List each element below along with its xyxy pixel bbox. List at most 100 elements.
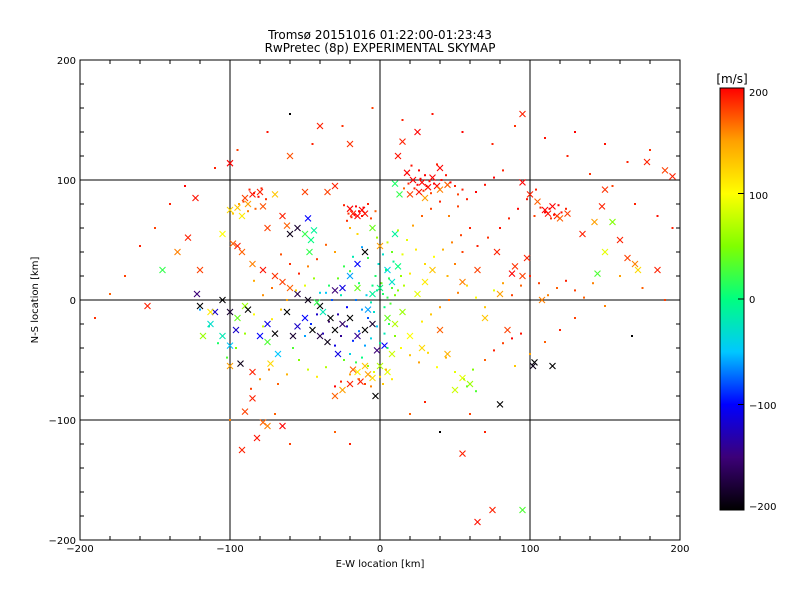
data-point-dot (493, 289, 495, 292)
data-point-cross (264, 422, 271, 430)
data-point-dot (271, 318, 273, 321)
data-point-dot (109, 293, 111, 295)
data-point-dot (236, 149, 239, 151)
data-point-dot (277, 383, 279, 385)
data-point-cross (414, 128, 421, 136)
data-point-dot (401, 119, 404, 121)
data-point-dot (364, 344, 366, 347)
x-tick-label: 100 (520, 544, 539, 555)
data-point-cross (601, 186, 609, 193)
data-point-dot (424, 263, 426, 265)
data-point-dot (436, 366, 438, 369)
data-point-cross (609, 218, 616, 226)
data-point-dot (262, 294, 264, 297)
data-point-dot (401, 253, 404, 256)
data-point-cross (294, 323, 301, 330)
data-point-cross (414, 290, 421, 298)
data-point-cross (294, 224, 301, 232)
data-point-dot (502, 169, 504, 172)
data-point-cross (271, 191, 279, 198)
data-point-cross (294, 290, 301, 298)
data-point-dot (334, 344, 336, 347)
data-point-dot (379, 375, 381, 378)
data-point-dot (226, 356, 228, 359)
data-point-dot (403, 187, 405, 190)
data-point-dot (386, 347, 389, 349)
data-point-cross (144, 302, 151, 310)
chart-title: Tromsø 20151016 01:22:00-01:23:43 (267, 28, 492, 42)
data-point-cross (339, 320, 346, 328)
data-point-dot (349, 373, 351, 376)
data-point-dot (517, 207, 519, 210)
data-point-dot (385, 269, 387, 271)
data-point-cross (534, 198, 541, 205)
data-point-cross (556, 215, 564, 222)
data-point-cross (511, 263, 519, 270)
data-point-dot (214, 167, 216, 169)
data-point-cross (361, 248, 369, 256)
data-point-cross (429, 174, 436, 181)
data-point-dot (391, 287, 393, 289)
data-point-dot (391, 251, 393, 253)
data-point-dot (493, 176, 495, 179)
data-point-dot (412, 224, 414, 227)
data-point-dot (371, 107, 374, 109)
data-point-cross (496, 290, 504, 298)
data-point-dot (265, 198, 267, 201)
colorbar-tick-label: 200 (749, 88, 768, 99)
data-point-cross (523, 254, 531, 262)
x-tick-label: −100 (216, 544, 243, 555)
data-point-dot (370, 217, 372, 220)
data-point-dot (457, 193, 459, 196)
data-point-dot (316, 375, 318, 378)
data-point-dot (433, 182, 435, 185)
data-point-dot (491, 143, 494, 145)
data-point-cross (579, 230, 586, 238)
data-point-dot (304, 335, 306, 337)
data-point-dot (544, 341, 546, 343)
data-point-cross (391, 230, 399, 238)
data-point-dot (349, 270, 351, 273)
data-point-cross (591, 218, 598, 226)
data-point-dot (487, 236, 489, 239)
data-point-cross (327, 314, 334, 322)
data-point-dot (337, 277, 339, 280)
data-point-dot (502, 282, 504, 285)
colorbar: [m/s] 200 100 0 −100 −200 (716, 72, 776, 513)
data-point-cross (301, 230, 309, 238)
data-point-dot (361, 215, 363, 217)
data-point-dot (371, 284, 374, 287)
data-point-dot (457, 291, 459, 294)
data-point-dot (460, 234, 462, 237)
data-point-dot (124, 275, 126, 277)
data-point-dot (454, 263, 456, 265)
data-point-cross (643, 158, 651, 166)
data-point-cross (538, 296, 546, 304)
data-point-dot (574, 317, 576, 319)
data-point-dot (394, 335, 396, 337)
data-point-dot (466, 284, 468, 287)
data-point-dot (392, 260, 395, 263)
data-point-dot (619, 275, 621, 277)
data-point-cross (493, 248, 501, 256)
data-point-dot (475, 390, 477, 393)
data-point-dot (538, 282, 540, 285)
data-point-dot (94, 317, 96, 319)
data-point-dot (553, 213, 555, 216)
data-point-dot (340, 294, 342, 297)
data-point-cross (226, 362, 234, 370)
data-point-dot (217, 342, 219, 345)
data-point-dot (664, 299, 666, 301)
data-point-cross (309, 326, 316, 334)
colorbar-label: [m/s] (716, 72, 747, 86)
data-point-cross (229, 240, 237, 247)
data-point-dot (544, 211, 546, 214)
data-point-dot (349, 443, 351, 445)
data-point-cross (264, 320, 271, 328)
data-point-dot (406, 239, 408, 241)
data-point-cross (436, 164, 444, 172)
data-point-cross (669, 173, 676, 180)
x-tick-label: −200 (66, 544, 93, 555)
data-point-cross (259, 266, 267, 274)
data-point-cross (238, 446, 246, 454)
